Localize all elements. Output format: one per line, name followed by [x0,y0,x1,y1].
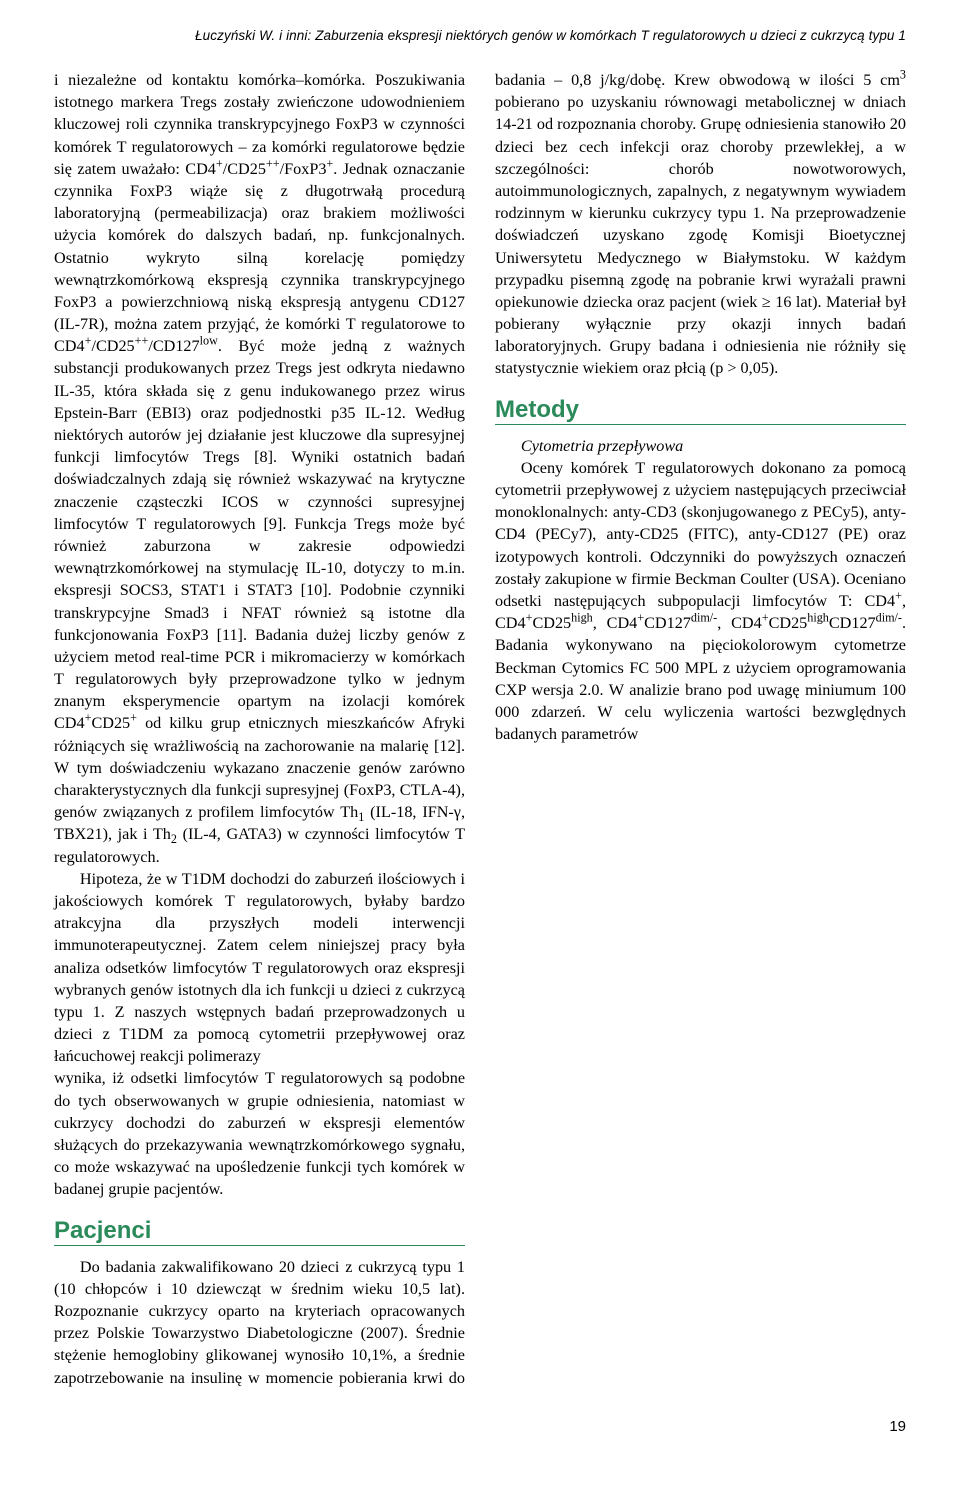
metody-paragraph-1: Oceny komórek T regulatorowych dokonano … [495,457,906,745]
page-number: 19 [889,1418,906,1435]
page: Łuczyński W. i inni: Zaburzenia ekspresj… [0,0,960,1449]
body-paragraph-2: Hipoteza, że w T1DM dochodzi do zaburzeń… [54,868,465,1068]
running-head: Łuczyński W. i inni: Zaburzenia ekspresj… [54,28,906,43]
section-heading-metody: Metody [495,398,906,425]
metody-subheading: Cytometria przepływowa [521,435,906,457]
text-columns: i niezależne od kontaktu komórka–komórka… [54,69,906,1409]
section-heading-pacjenci: Pacjenci [54,1219,465,1246]
body-paragraph-1: i niezależne od kontaktu komórka–komórka… [54,69,465,868]
body-paragraph-3: wynika, iż odsetki limfocytów T regulato… [54,1067,465,1200]
